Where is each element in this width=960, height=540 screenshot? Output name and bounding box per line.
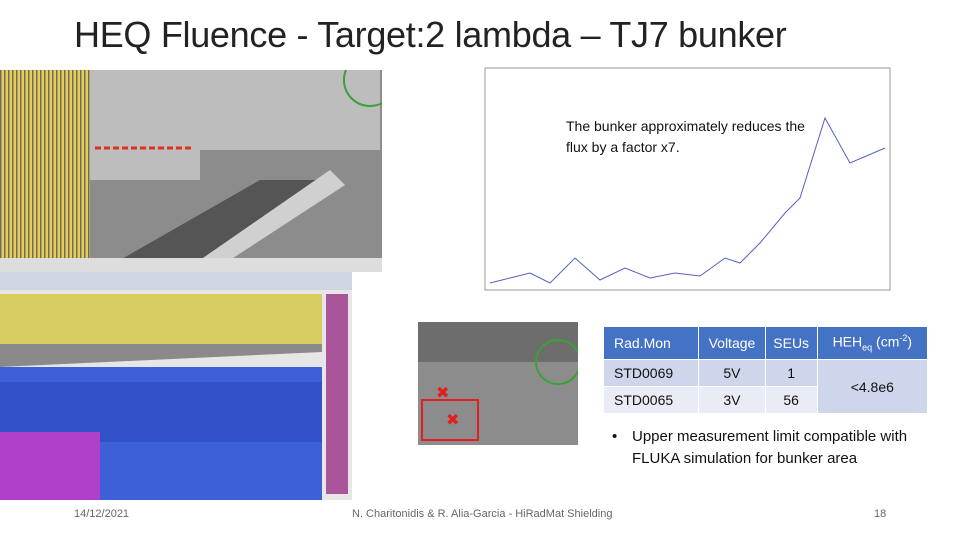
monitor-marker: ✖ (436, 385, 449, 402)
color-scale (326, 294, 348, 494)
bullet-item: • Upper measurement limit compatible wit… (612, 426, 952, 470)
bunker-inset-image: ✖ ✖ (418, 322, 578, 445)
slide-title: HEQ Fluence - Target:2 lambda – TJ7 bunk… (74, 14, 787, 55)
column-header: SEUs (764, 326, 818, 360)
header-superscript: -2 (899, 333, 908, 344)
tunnel-wall (200, 170, 345, 260)
table-cell: STD0069 (602, 359, 700, 387)
monitor-marker: ✖ (446, 412, 459, 429)
table-cell: STD0065 (602, 386, 700, 414)
axis-strip (0, 258, 382, 272)
marker-circle (343, 70, 382, 107)
results-table: Rad.Mon Voltage SEUs HEHeq (cm-2) STD006… (602, 326, 929, 414)
bunker-slab (0, 344, 322, 367)
inset-highlight (421, 399, 479, 441)
inset-circle (535, 339, 578, 385)
column-header: HEHeq (cm-2) (816, 326, 929, 360)
bullet-text: Upper measurement limit compatible with … (632, 428, 908, 467)
table-row: STD0065 3V 56 (602, 386, 928, 414)
footer-date: 14/12/2021 (74, 508, 130, 520)
table-cell: 1 (764, 359, 818, 387)
table-row: STD0069 5V 1 <4.8e6 (602, 359, 929, 414)
header-text: HEH (832, 333, 863, 350)
header-subscript: eq (862, 342, 873, 353)
table-cell: 3V (698, 386, 766, 414)
fluence-profile-image (440, 58, 910, 302)
footer-page: 18 (874, 508, 887, 520)
table-cell: 5V (698, 359, 766, 387)
bunker-room (90, 70, 380, 180)
purple-region (0, 432, 100, 500)
header-close: ) (907, 333, 913, 350)
header-unit: (cm (872, 333, 900, 350)
toolbar (0, 272, 352, 290)
table-cell: <4.8e6 (816, 359, 929, 414)
annotation: The bunker approximately reduces the flu… (566, 118, 805, 155)
plot-frame (484, 67, 891, 291)
bullet-dot: • (612, 428, 618, 445)
table-header: Rad.Mon Voltage SEUs HEHeq (cm-2) (602, 326, 929, 360)
table-cell: 56 (764, 386, 818, 414)
tunnel (120, 180, 330, 260)
inset-top (418, 322, 578, 362)
column-header: Rad.Mon (602, 326, 700, 360)
yellow-region (0, 294, 322, 344)
fluence-map-image (0, 272, 352, 500)
plot-background (440, 58, 910, 302)
fluka-geometry-image (0, 70, 382, 272)
profile-line (489, 116, 886, 284)
footer-authors: N. Charitonidis & R. Alia-Garcia - HiRad… (352, 508, 613, 520)
column-header: Voltage (698, 326, 766, 360)
